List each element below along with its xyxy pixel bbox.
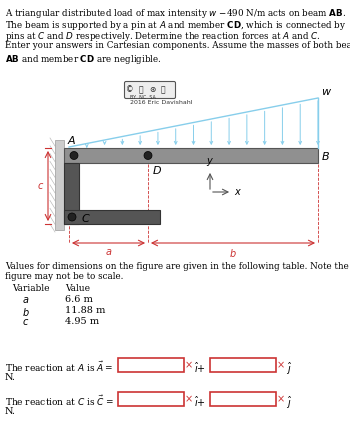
- Text: 6.6 m: 6.6 m: [65, 295, 93, 304]
- Text: ×: ×: [277, 394, 285, 404]
- Text: $\hat{\imath}$+: $\hat{\imath}$+: [194, 395, 206, 409]
- Text: $B$: $B$: [321, 149, 330, 162]
- Text: A triangular distributed load of max intensity $w$ −490 N/m acts on beam $\mathb: A triangular distributed load of max int…: [5, 7, 346, 20]
- Text: 8451: 8451: [213, 395, 236, 404]
- Text: BY  NC  SA: BY NC SA: [130, 95, 156, 100]
- Text: $A$: $A$: [67, 134, 77, 146]
- Text: $x$: $x$: [234, 187, 242, 197]
- Bar: [55, 140, 64, 230]
- Circle shape: [70, 152, 78, 160]
- Text: N.: N.: [5, 407, 16, 416]
- Text: ×: ×: [277, 360, 285, 370]
- Text: ©: ©: [126, 86, 134, 94]
- Text: ×: ×: [185, 360, 193, 370]
- Bar: [64, 148, 318, 163]
- Text: -3923: -3923: [213, 361, 239, 370]
- Text: Variable: Variable: [12, 284, 49, 293]
- Text: $w$: $w$: [321, 87, 332, 97]
- Text: 2016 Eric Davishahl: 2016 Eric Davishahl: [130, 100, 192, 105]
- Text: pins at $C$ and $D$ respectively. Determine the reaction forces at $A$ and $C$.: pins at $C$ and $D$ respectively. Determ…: [5, 30, 321, 43]
- Circle shape: [68, 213, 76, 221]
- Text: $\hat{\jmath}$: $\hat{\jmath}$: [286, 395, 293, 411]
- Text: The reaction at $C$ is $\vec{C}$ =: The reaction at $C$ is $\vec{C}$ =: [5, 394, 114, 408]
- Text: $\mathit{b}$: $\mathit{b}$: [22, 306, 30, 318]
- Text: N.: N.: [5, 373, 16, 382]
- FancyBboxPatch shape: [210, 392, 275, 406]
- Text: Enter your answers in Cartesian components. Assume the masses of both beam: Enter your answers in Cartesian componen…: [5, 42, 350, 51]
- Text: $C$: $C$: [81, 212, 91, 224]
- Text: Values for dimensions on the figure are given in the following table. Note the: Values for dimensions on the figure are …: [5, 262, 349, 271]
- Text: -12268: -12268: [121, 361, 153, 370]
- Circle shape: [144, 152, 152, 160]
- Text: The reaction at $A$ is $\vec{A}$ =: The reaction at $A$ is $\vec{A}$ =: [5, 360, 113, 374]
- FancyBboxPatch shape: [125, 81, 175, 98]
- Text: $c$: $c$: [37, 181, 44, 191]
- Text: Value: Value: [65, 284, 90, 293]
- Text: 4.95 m: 4.95 m: [65, 317, 99, 326]
- Text: $y$: $y$: [206, 156, 214, 168]
- Text: $\hat{\imath}$+: $\hat{\imath}$+: [194, 361, 206, 375]
- Text: Ⓢ: Ⓢ: [161, 86, 165, 94]
- FancyBboxPatch shape: [210, 357, 275, 371]
- Text: $\hat{\jmath}$: $\hat{\jmath}$: [286, 361, 293, 377]
- Text: The beam is supported by a pin at $A$ and member $\mathbf{CD}$, which is connect: The beam is supported by a pin at $A$ an…: [5, 18, 346, 31]
- Text: ⓘ: ⓘ: [139, 86, 143, 94]
- Text: $a$: $a$: [105, 247, 112, 257]
- Text: $\mathbf{AB}$ and member $\mathbf{CD}$ are negligible.: $\mathbf{AB}$ and member $\mathbf{CD}$ a…: [5, 53, 162, 66]
- Text: $\mathit{c}$: $\mathit{c}$: [22, 317, 29, 327]
- Text: $b$: $b$: [229, 247, 237, 259]
- Text: 11268: 11268: [121, 395, 150, 404]
- Text: ×: ×: [185, 394, 193, 404]
- Bar: [64, 210, 160, 224]
- Text: $D$: $D$: [152, 164, 162, 176]
- FancyBboxPatch shape: [118, 357, 183, 371]
- FancyBboxPatch shape: [118, 392, 183, 406]
- Text: ⊛: ⊛: [149, 86, 155, 94]
- Text: figure may not be to scale.: figure may not be to scale.: [5, 272, 123, 281]
- Bar: [64, 163, 79, 224]
- Text: $\mathit{a}$: $\mathit{a}$: [22, 295, 29, 305]
- Text: 11.88 m: 11.88 m: [65, 306, 105, 315]
